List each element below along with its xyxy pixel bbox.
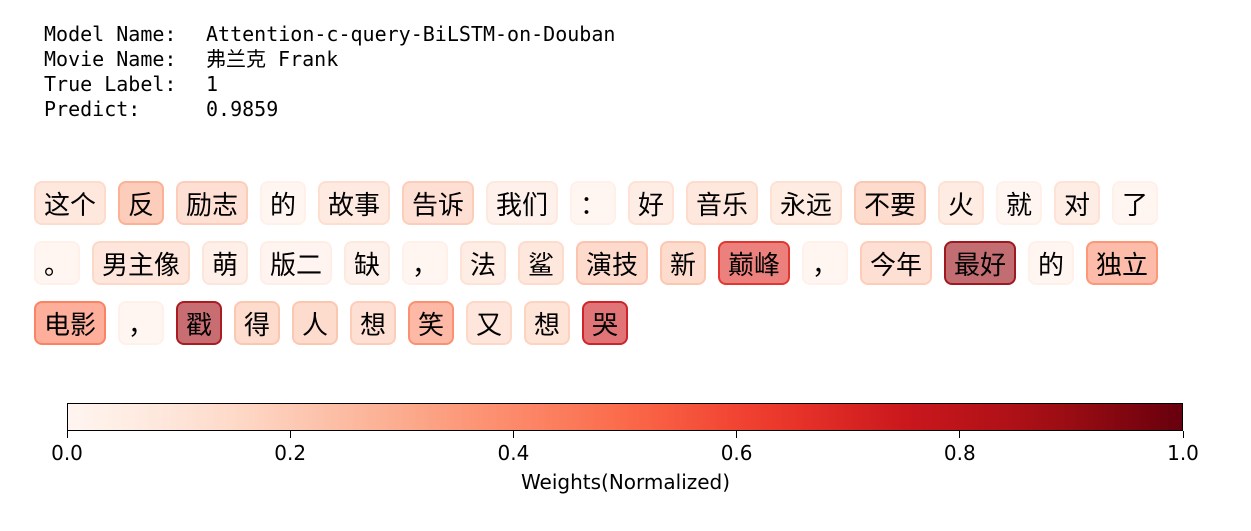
model-info-block: Model Name: Attention-c-query-BiLSTM-on-D… (44, 22, 615, 122)
model-name-key: Model Name: (44, 22, 177, 46)
token-box: ， (118, 301, 164, 345)
predict-value: 0.9859 (206, 97, 279, 121)
attention-token-heatmap: 这个反励志的故事 告诉 我们：好音乐 永远 不要火就对了。男主像萌版二缺，法鲨演技新巅峰… (34, 181, 1158, 345)
token-box: 新 (660, 241, 706, 285)
token-box: 缺 (344, 241, 390, 285)
token-box: 对 (1054, 181, 1100, 225)
token-box: 好 (628, 181, 674, 225)
token-box: 笑 (408, 301, 454, 345)
colorbar-tick-mark (512, 431, 514, 438)
token-box: 男主像 (92, 241, 190, 285)
token-box: 。 (34, 241, 80, 285)
colorbar-tick-label: 0.8 (943, 441, 976, 465)
token-box: 想 (350, 301, 396, 345)
token-box: 了 (1112, 181, 1158, 225)
token-box: 萌 (202, 241, 248, 285)
true-label-key: True Label: (44, 72, 177, 96)
movie-name-row: Movie Name: 弗兰克 Frank (44, 47, 615, 72)
colorbar-tick-label: 0.4 (497, 441, 530, 465)
colorbar-tick-mark (1182, 431, 1184, 438)
model-name-value: Attention-c-query-BiLSTM-on-Douban (206, 22, 616, 46)
token-box: 又 (466, 301, 512, 345)
token-box: ： (570, 181, 616, 225)
colorbar (67, 403, 1183, 431)
token-box: ， (802, 241, 848, 285)
token-box: 想 (524, 301, 570, 345)
token-box: 人 (292, 301, 338, 345)
colorbar-tick-mark (736, 431, 738, 438)
token-box: 音乐 (686, 181, 758, 225)
true-label-row: True Label: 1 (44, 72, 615, 97)
colorbar-tick-label: 1.0 (1167, 441, 1199, 465)
movie-name-key: Movie Name: (44, 47, 177, 71)
token-box: ， (402, 241, 448, 285)
token-box: 鲨 (518, 241, 564, 285)
movie-name-value: 弗兰克 Frank (206, 47, 339, 71)
colorbar-tick-label: 0.0 (51, 441, 83, 465)
token-box: 的 (260, 181, 306, 225)
token-box: 独立 (1086, 241, 1158, 285)
token-box: 告诉 (402, 181, 474, 225)
predict-row: Predict: 0.9859 (44, 97, 615, 122)
true-label-value: 1 (206, 72, 219, 96)
token-box: 最好 (944, 241, 1016, 285)
colorbar-label: Weights(Normalized) (520, 470, 731, 494)
colorbar-tick-mark (289, 431, 291, 438)
colorbar-tick-label: 0.2 (274, 441, 307, 465)
token-box: 反 (118, 181, 164, 225)
token-box: 励志 (176, 181, 248, 225)
token-box: 电影 (34, 301, 106, 345)
token-box: 演技 (576, 241, 648, 285)
token-box: 今年 (860, 241, 932, 285)
token-box: 不要 (854, 181, 926, 225)
model-name-row: Model Name: Attention-c-query-BiLSTM-on-D… (44, 22, 615, 47)
token-box: 法 (460, 241, 506, 285)
token-box: 故事 (318, 181, 390, 225)
token-box: 永远 (770, 181, 842, 225)
token-box: 这个 (34, 181, 106, 225)
colorbar-tick-mark (66, 431, 68, 438)
token-box: 版二 (260, 241, 332, 285)
token-box: 就 (996, 181, 1042, 225)
colorbar-tick-mark (959, 431, 961, 438)
token-box: 巅峰 (718, 241, 790, 285)
colorbar-tick-label: 0.6 (720, 441, 753, 465)
token-box: 得 (234, 301, 280, 345)
token-box: 哭 (582, 301, 628, 345)
token-box: 我们 (486, 181, 558, 225)
token-box: 戳 (176, 301, 222, 345)
token-box: 的 (1028, 241, 1074, 285)
token-box: 火 (938, 181, 984, 225)
predict-key: Predict: (44, 97, 141, 121)
